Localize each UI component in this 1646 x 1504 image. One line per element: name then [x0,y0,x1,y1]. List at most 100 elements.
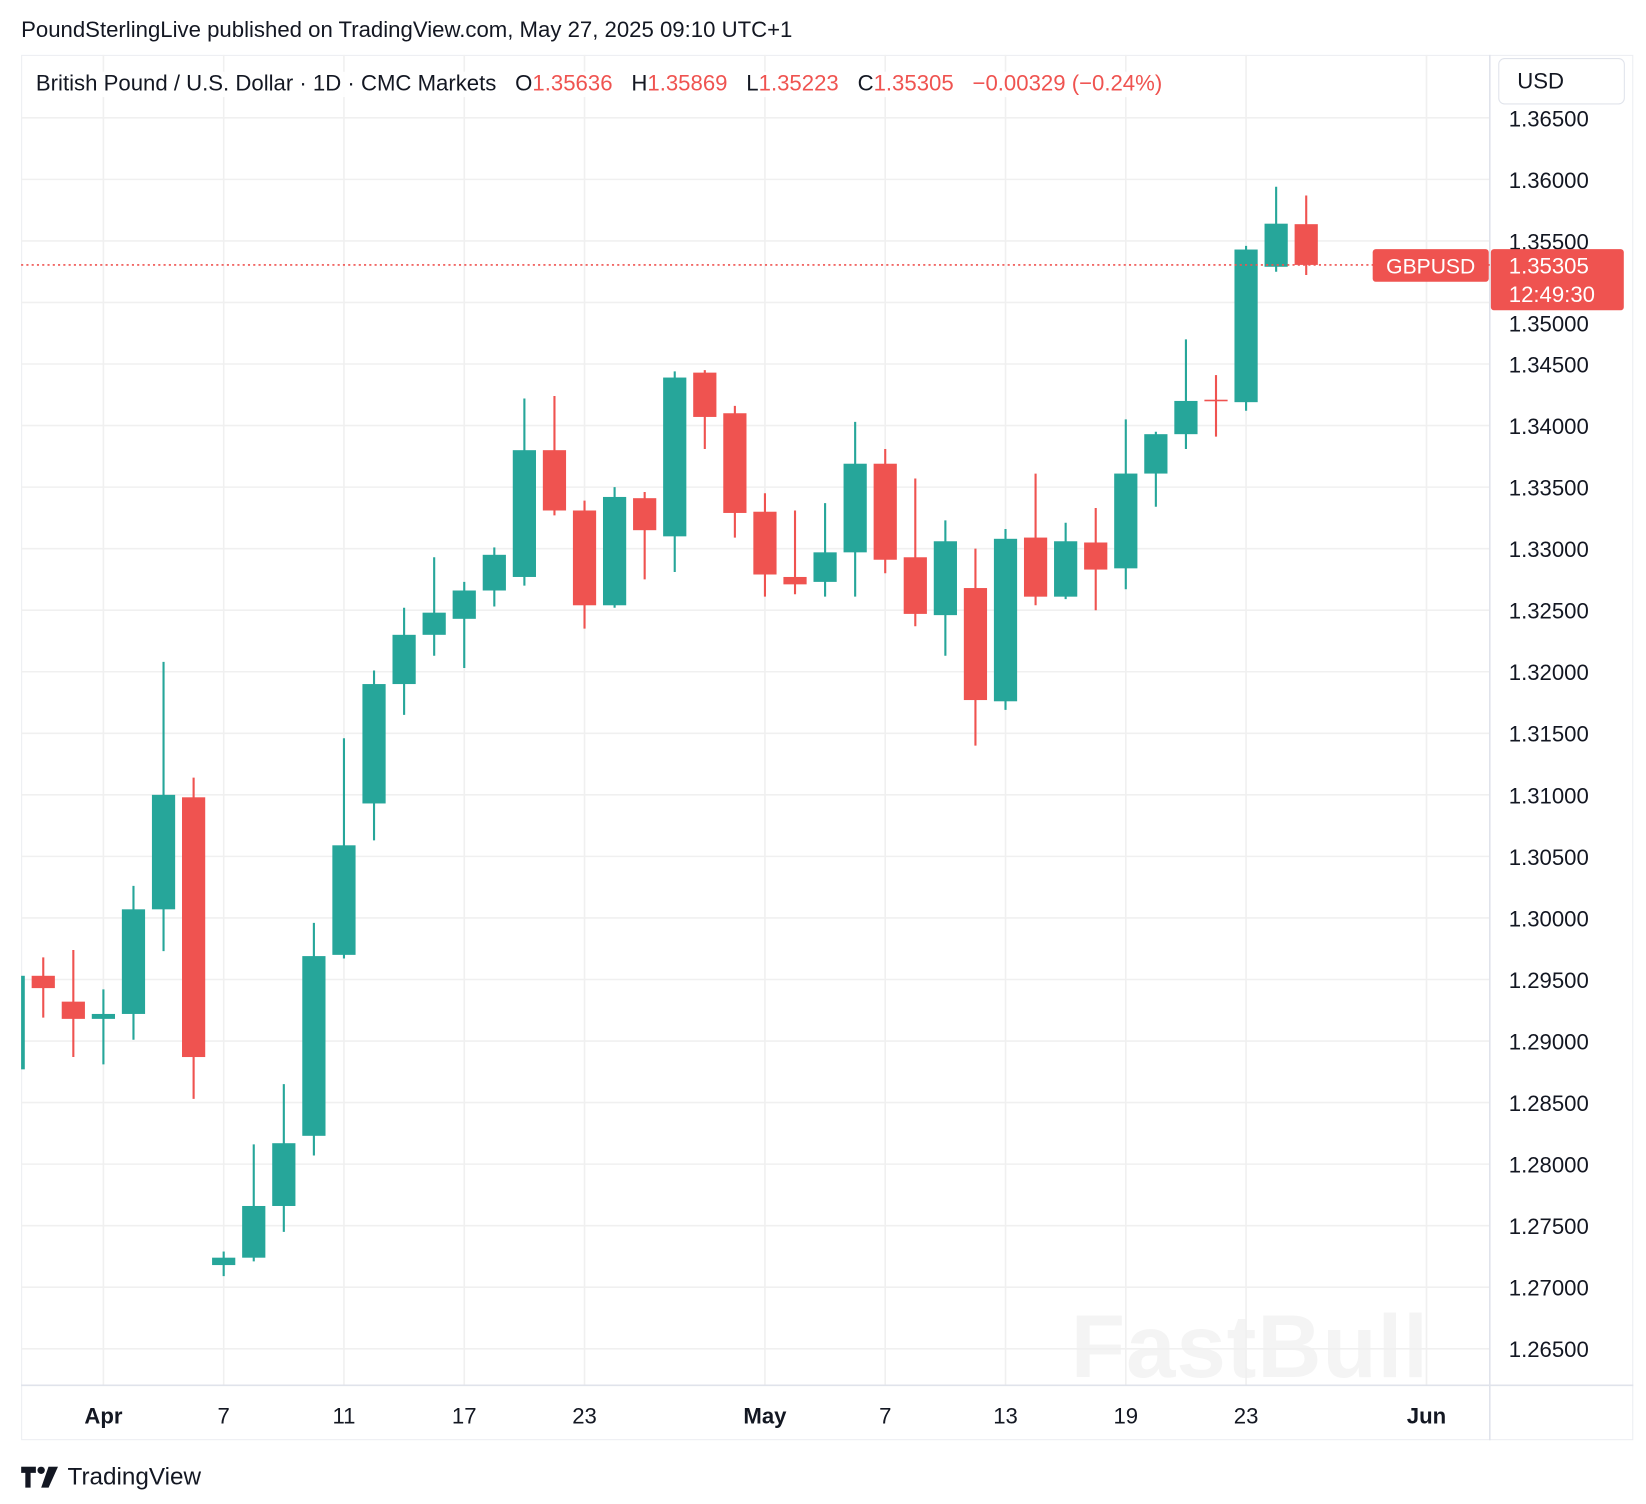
candle-body [151,794,176,910]
price-axis-label: 1.32000 [1509,660,1589,685]
candle [21,975,25,1070]
candle-body [1174,400,1198,435]
candle [542,396,567,516]
candle-body [572,510,597,606]
candle [362,670,386,841]
candle [1023,473,1048,606]
price-axis-label: 1.28500 [1509,1091,1589,1116]
candle [452,581,476,669]
candle [151,661,176,952]
candle-body [392,634,416,685]
candle [31,957,55,1018]
time-axis-label: Jun [1407,1403,1446,1428]
candle [813,503,837,597]
price-axis-label: 1.35000 [1509,311,1589,336]
candle-body [332,845,356,955]
high-label: H [631,71,648,97]
candle-body [963,588,988,701]
candle [1204,375,1228,437]
symbol-legend: British Pound / U.S. Dollar · 1D · CMC M… [35,71,1163,98]
price-axis-label: 1.31500 [1509,722,1589,747]
candle [332,738,356,959]
candle [182,777,206,1099]
candle-body [633,498,657,531]
time-axis-label: 23 [1234,1403,1259,1428]
candle [783,510,807,595]
candle-body [512,450,536,577]
candle-body [91,1013,116,1019]
candle-body [242,1205,266,1258]
candle-body [1054,541,1078,597]
candle-body [212,1257,236,1266]
candle [963,548,988,746]
candle-body [933,541,957,616]
price-axis-label: 1.33000 [1509,537,1589,562]
candle-body [1264,223,1288,267]
price-axis-label: 1.26500 [1509,1337,1589,1362]
candle [843,421,867,597]
price-axis-label: 1.32500 [1509,599,1589,624]
high-value: 1.35869 [647,71,728,97]
time-axis-label: 7 [218,1403,230,1428]
currency-button[interactable]: USD [1498,58,1625,105]
candle-body [693,372,717,417]
publisher-line: PoundSterlingLive published on TradingVi… [21,17,793,43]
price-axis-label: 1.30500 [1509,845,1589,870]
candle-body [783,576,807,585]
symbol-description: British Pound / U.S. Dollar · 1D · CMC M… [35,71,497,97]
candle-body [121,909,146,1014]
symbol-tag [1372,249,1489,282]
last-price-tag [1490,249,1624,311]
candle-body [1114,473,1138,569]
candle [272,1084,296,1232]
candle-body [422,612,446,635]
candle [903,478,927,627]
price-axis-label: 1.29000 [1509,1029,1589,1054]
candle-body [723,413,747,513]
time-axis-label: 11 [332,1403,355,1428]
chart-frame [21,54,1634,1441]
price-axis-label: 1.27000 [1509,1276,1589,1301]
candle [212,1251,236,1277]
time-axis-label: 23 [572,1403,597,1428]
candle-body [663,377,687,537]
candle-body [362,684,386,804]
close-value: 1.35305 [873,71,954,97]
candles [21,186,1318,1277]
last-price-tag-price: 1.35305 [1509,253,1589,278]
candle [1084,508,1108,611]
candle-body [61,1001,85,1019]
price-axis-label: 1.28000 [1509,1153,1589,1178]
candle-body [21,975,25,1070]
time-axis-label: Apr [84,1403,123,1428]
candle-body [602,496,627,606]
candle [1264,186,1288,272]
candle [1144,431,1168,507]
change-value: −0.00329 (−0.24%) [972,71,1163,97]
tradingview-logo-icon [21,1466,59,1488]
candle-body [31,975,55,989]
candle [482,547,506,607]
candle [633,492,657,580]
tradingview-logo[interactable]: TradingView [21,1462,201,1490]
candle [873,448,897,574]
time-axis-label: 13 [993,1403,1018,1428]
candle-body [182,797,206,1058]
watermark: FastBull [1070,1296,1430,1396]
price-axis-label: 1.29500 [1509,968,1589,993]
candle-body [873,463,897,560]
candle-body [482,554,506,591]
candle [512,398,536,586]
candle [993,528,1018,710]
candle [1174,339,1198,449]
candle [1114,419,1138,590]
candle [933,520,957,656]
candle [1054,522,1078,600]
low-label: L [746,71,759,97]
price-axis-label: 1.33500 [1509,476,1589,501]
price-axis-label: 1.31000 [1509,783,1589,808]
candle [121,885,146,1040]
candle [572,500,597,629]
